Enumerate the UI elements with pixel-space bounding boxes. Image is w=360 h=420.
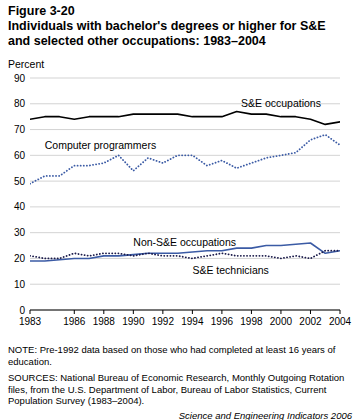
x-tick <box>310 310 311 314</box>
series-label: Non-S&E occupations <box>133 236 236 248</box>
x-tick <box>280 310 281 314</box>
x-tick <box>103 310 104 314</box>
note: NOTE: Pre-1992 data based on those who h… <box>8 344 352 367</box>
series-label: S&E occupations <box>241 97 321 109</box>
footer: NOTE: Pre-1992 data based on those who h… <box>8 344 352 420</box>
series-line <box>30 112 340 125</box>
grid-line <box>30 129 340 130</box>
x-tick <box>192 310 193 314</box>
x-tick-label: 1994 <box>181 316 204 327</box>
series-line <box>30 135 340 184</box>
x-tick <box>221 310 222 314</box>
y-tick-label: 70 <box>14 124 26 135</box>
x-tick <box>340 310 341 314</box>
x-tick-label: 1983 <box>19 316 42 327</box>
x-tick <box>162 310 163 314</box>
grid-line <box>30 181 340 182</box>
grid-line <box>30 310 340 311</box>
x-tick-label: 2002 <box>299 316 322 327</box>
x-tick <box>133 310 134 314</box>
y-tick-label: 90 <box>14 73 26 84</box>
x-tick <box>251 310 252 314</box>
y-tick-label: 0 <box>19 305 25 316</box>
y-axis-label: Percent <box>8 58 44 70</box>
series-label: S&E technicians <box>192 264 268 276</box>
x-tick-label: 2004 <box>329 316 352 327</box>
series-group <box>30 112 340 262</box>
y-tick-label: 50 <box>14 176 26 187</box>
x-tick-label: 2000 <box>270 316 293 327</box>
grid-line <box>30 78 340 79</box>
y-tick-label: 30 <box>14 227 26 238</box>
x-tick-label: 1986 <box>63 316 86 327</box>
x-tick <box>74 310 75 314</box>
plot: Percent 0 10 20 30 40 50 60 70 80 90 1983 1986 1988 19… <box>0 0 360 344</box>
grid-line <box>30 284 340 285</box>
title: Individuals with bachelor's degrees or h… <box>8 19 348 49</box>
grid-line <box>30 232 340 233</box>
y-tick-label: 60 <box>14 150 26 161</box>
x-tick-label: 1992 <box>152 316 175 327</box>
grid-line <box>30 206 340 207</box>
y-tick-label: 40 <box>14 201 26 212</box>
x-tick-label: 1988 <box>93 316 116 327</box>
y-tick-label: 10 <box>14 279 26 290</box>
x-axis-line <box>30 310 340 311</box>
y-tick-label: 80 <box>14 98 26 109</box>
x-tick-label: 1990 <box>122 316 145 327</box>
series-line <box>30 251 340 259</box>
series-label: Computer programmers <box>45 139 156 151</box>
figure-label: Figure 3-20 <box>8 4 348 19</box>
header: Figure 3-20 Individuals with bachelor's … <box>8 4 348 49</box>
x-tick-label: 1996 <box>211 316 234 327</box>
y-tick-label: 20 <box>14 253 26 264</box>
credit: Science and Engineering Indicators 2006 <box>8 410 352 420</box>
x-tick <box>30 310 31 314</box>
sources: SOURCES: National Bureau of Economic Res… <box>8 372 352 407</box>
x-tick-label: 1998 <box>240 316 263 327</box>
